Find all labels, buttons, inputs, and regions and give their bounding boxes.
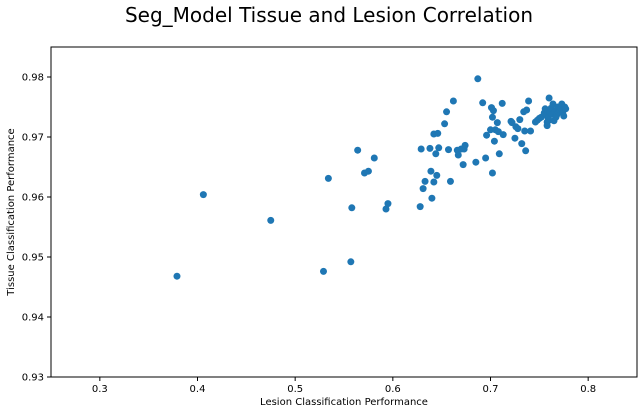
data-point [472,158,480,166]
y-axis-label: Tissue Classification Performance [6,128,17,296]
x-tick-label: 0.4 [190,384,206,395]
data-point [426,144,434,152]
data-point [430,178,438,186]
x-tick-label: 0.8 [580,384,596,395]
data-point [421,177,429,185]
data-points [173,75,570,280]
data-point [545,94,553,102]
data-point [428,194,436,202]
data-point [543,122,551,130]
data-point [560,112,568,120]
data-point [488,113,496,121]
y-axis: 0.93 0.94 0.95 0.96 0.97 0.98 [22,73,51,384]
data-point [443,108,451,116]
data-point [488,169,496,177]
data-point [348,204,356,212]
data-point [441,120,449,128]
data-point [384,200,392,208]
data-point [489,107,497,115]
data-point [354,146,362,154]
data-point [516,116,524,124]
data-point [522,147,530,155]
data-point [498,99,506,107]
data-point [364,167,372,175]
x-axis: 0.3 0.4 0.5 0.6 0.7 0.8 [92,377,596,395]
data-point [479,99,487,107]
chart-title: Seg_Model Tissue and Lesion Correlation [125,3,533,27]
data-point [434,129,442,137]
data-point [474,75,482,83]
data-point [435,144,443,152]
data-point [495,150,503,158]
y-tick-label: 0.93 [22,373,44,384]
data-point [518,140,526,148]
data-point [527,127,535,135]
data-point [199,191,207,199]
data-point [445,146,453,154]
x-tick-label: 0.5 [287,384,303,395]
y-tick-label: 0.98 [22,73,44,84]
data-point [382,205,390,213]
data-point [433,171,441,179]
data-point [562,105,570,113]
data-point [541,105,549,113]
data-point [459,161,467,169]
y-tick-label: 0.95 [22,253,44,264]
data-point [523,106,531,114]
data-point [419,185,427,193]
data-point [370,154,378,162]
data-point [319,267,327,275]
data-point [417,145,425,153]
data-point [514,125,522,133]
y-tick-label: 0.97 [22,133,44,144]
data-point [511,134,519,142]
x-tick-label: 0.7 [483,384,499,395]
data-point [416,203,424,211]
data-point [454,151,462,159]
x-axis-label: Lesion Classification Performance [260,397,428,408]
data-point [482,154,490,162]
data-point [173,272,181,280]
plot-area-frame [50,46,638,378]
data-point [449,97,457,105]
data-point [324,174,332,182]
y-tick-label: 0.96 [22,193,44,204]
data-point [461,141,469,149]
data-point [427,167,435,175]
data-point [493,119,501,127]
data-point [446,177,454,185]
data-point [483,131,491,139]
data-point [521,127,529,135]
data-point [347,258,355,266]
data-point [267,216,275,224]
x-tick-label: 0.6 [385,384,401,395]
data-point [487,126,494,134]
data-point [499,131,507,139]
data-point [432,150,440,158]
y-tick-label: 0.94 [22,313,44,324]
data-point [525,97,533,105]
data-point [490,137,498,145]
x-tick-label: 0.3 [92,384,108,395]
